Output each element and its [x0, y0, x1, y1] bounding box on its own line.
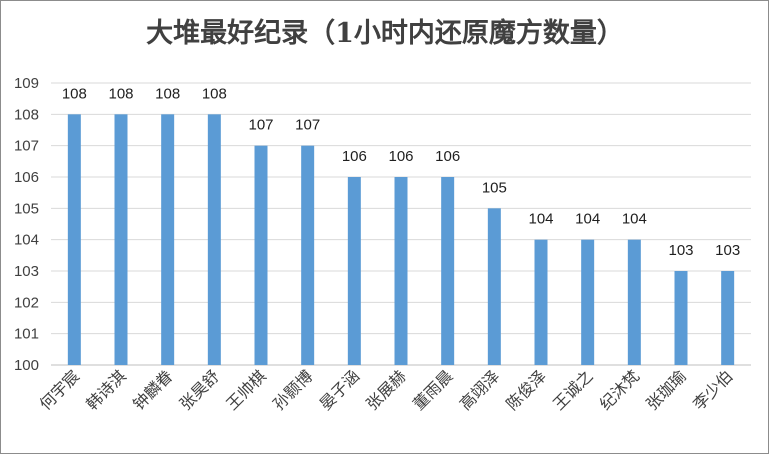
category-label: 王帅棋	[222, 366, 269, 413]
data-label: 107	[248, 117, 273, 134]
data-label: 104	[575, 211, 600, 228]
y-tick-label: 100	[14, 357, 39, 374]
category-label: 李少伯	[689, 366, 736, 413]
y-tick-label: 105	[14, 200, 39, 217]
y-tick-label: 102	[14, 294, 39, 311]
y-tick-label: 109	[14, 75, 39, 92]
bar	[627, 239, 641, 365]
category-label: 张展赫	[362, 366, 409, 413]
category-label: 张昊舒	[176, 366, 223, 413]
bar	[161, 114, 175, 365]
bar	[347, 177, 361, 365]
bar	[394, 177, 408, 365]
data-label: 108	[202, 85, 227, 102]
data-label: 103	[715, 242, 740, 259]
category-label: 纪沐梵	[596, 366, 643, 413]
category-label: 陈俊泽	[502, 366, 549, 413]
category-label: 孙颢博	[269, 366, 316, 413]
category-labels: 何宇宸 韩诗淇 钟麟眷 张昊舒 王帅棋 孙颢博 晏子涵 张展赫 董雨晨 高翊泽 陈俊泽 王诚之 纪沐梵张…	[36, 366, 737, 413]
data-labels: 108 108 108 108 107 107 106 106 106 105 104 104 104 1…	[62, 85, 740, 259]
category-label: 董雨晨	[409, 366, 456, 413]
category-label: 钟麟眷	[129, 366, 176, 413]
data-label: 103	[668, 242, 693, 259]
data-label: 104	[528, 211, 553, 228]
data-label: 104	[622, 211, 647, 228]
bar	[301, 145, 315, 365]
data-label: 108	[155, 85, 180, 102]
data-label: 106	[388, 148, 413, 165]
category-label: 晏子涵	[316, 366, 363, 413]
y-tick-label: 101	[14, 326, 39, 343]
bar	[441, 177, 455, 365]
data-label: 105	[482, 179, 507, 196]
data-label: 106	[435, 148, 460, 165]
bar	[674, 271, 688, 365]
y-tick-label: 108	[14, 106, 39, 123]
bar	[114, 114, 128, 365]
data-label: 108	[108, 85, 133, 102]
category-label: 张珈瑜	[642, 366, 689, 413]
y-tick-label: 106	[14, 169, 39, 186]
data-label: 107	[295, 117, 320, 134]
chart-title: 大堆最好纪录（1小时内还原魔方数量）	[146, 17, 624, 49]
category-label: 何宇宸	[36, 366, 83, 413]
category-label: 韩诗淇	[82, 366, 129, 413]
bar	[207, 114, 221, 365]
y-tick-label: 103	[14, 263, 39, 280]
bar	[534, 239, 548, 365]
bar	[254, 145, 268, 365]
category-label: 王诚之	[549, 366, 596, 413]
y-tick-label: 104	[14, 232, 39, 249]
bar	[67, 114, 81, 365]
category-label: 高翊泽	[456, 366, 503, 413]
data-label: 106	[342, 148, 367, 165]
bar	[487, 208, 501, 365]
y-axis-ticks: 100 101 102 103 104 105 106 107 108 109	[14, 75, 39, 374]
bars	[67, 114, 735, 365]
bar	[581, 239, 595, 365]
data-label: 108	[62, 85, 87, 102]
y-tick-label: 107	[14, 138, 39, 155]
bar	[721, 271, 735, 365]
